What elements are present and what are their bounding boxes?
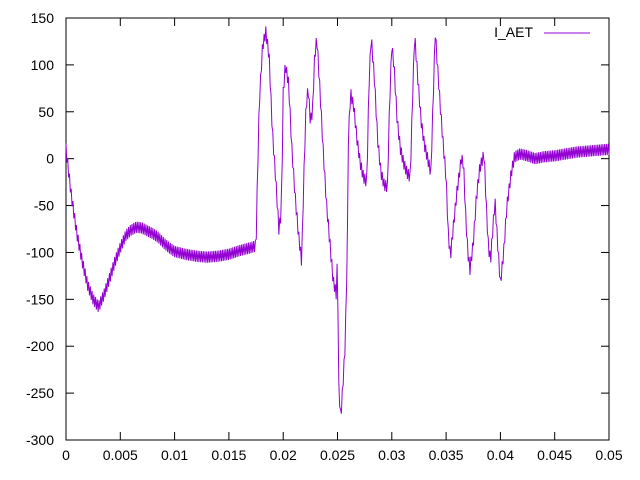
- y-tick-label: -50: [34, 198, 54, 214]
- y-tick-label: -200: [26, 338, 54, 354]
- y-tick-label: -250: [26, 385, 54, 401]
- x-tick-label: 0.045: [537, 447, 572, 463]
- legend: I_AET: [494, 24, 590, 40]
- x-axis-ticks: 0 0.005 0.01 0.015 0.02 0.025 0.03 0.035 0.04 0.0…: [62, 18, 623, 463]
- series-layer: [65, 26, 610, 414]
- x-tick-label: 0.01: [161, 447, 188, 463]
- legend-label-i-aet: I_AET: [494, 24, 533, 40]
- y-tick-label: 150: [31, 10, 55, 26]
- x-tick-label: 0.015: [211, 447, 246, 463]
- y-axis-ticks: 150 100 50 0 -50 -100 -150 -200 -250 -300: [26, 10, 609, 448]
- x-tick-label: 0.04: [487, 447, 514, 463]
- x-tick-label: 0.025: [320, 447, 355, 463]
- y-tick-label: -150: [26, 291, 54, 307]
- y-tick-label: 0: [46, 151, 54, 167]
- x-tick-label: 0: [62, 447, 70, 463]
- series-line-i-aet: [65, 26, 610, 414]
- x-tick-label: 0.02: [270, 447, 297, 463]
- y-tick-label: -100: [26, 244, 54, 260]
- x-tick-label: 0.05: [595, 447, 622, 463]
- y-tick-label: 100: [31, 57, 55, 73]
- y-tick-label: 50: [38, 104, 54, 120]
- x-tick-label: 0.035: [429, 447, 464, 463]
- y-tick-label: -300: [26, 432, 54, 448]
- x-tick-label: 0.005: [103, 447, 138, 463]
- x-tick-label: 0.03: [378, 447, 405, 463]
